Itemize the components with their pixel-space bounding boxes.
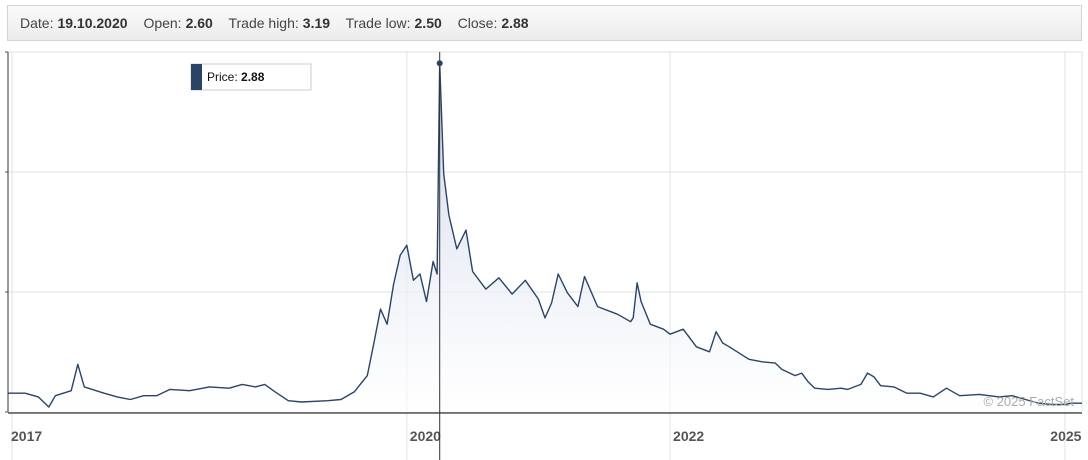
tooltip-text: Price: 2.88	[207, 70, 265, 84]
x-tick-label: 2017	[11, 428, 42, 444]
close-value: 2.88	[501, 15, 529, 31]
x-tick-label: 2022	[673, 428, 704, 444]
x-tick-label: 2020	[410, 428, 441, 444]
price-area-fill	[8, 63, 1082, 413]
tooltip-swatch	[191, 64, 202, 90]
close-label: Close:	[457, 15, 498, 31]
trade-low-label: Trade low:	[345, 15, 411, 31]
tooltip-label: Price:	[207, 70, 238, 84]
crosshair-point	[436, 60, 443, 67]
price-line	[8, 62, 1082, 408]
x-axis-ticks: 2017 2020 2022 2025	[11, 428, 1082, 444]
date-value: 19.10.2020	[57, 15, 128, 31]
open-value: 2.60	[185, 15, 213, 31]
tooltip-value: 2.88	[241, 70, 265, 84]
trade-high-value: 3.19	[302, 15, 331, 31]
quote-info-bar: Date: 19.10.2020 Open: 2.60 Trade high: 3.1…	[7, 5, 1082, 41]
x-tick-label: 2025	[1050, 428, 1081, 444]
open-label: Open:	[143, 15, 182, 31]
price-tooltip: Price: 2.88	[190, 63, 312, 91]
trade-low-value: 2.50	[414, 15, 442, 31]
factset-credit: © 2025 FactSet	[983, 394, 1074, 409]
date-label: Date:	[20, 15, 54, 31]
trade-high-label: Trade high:	[228, 15, 299, 31]
